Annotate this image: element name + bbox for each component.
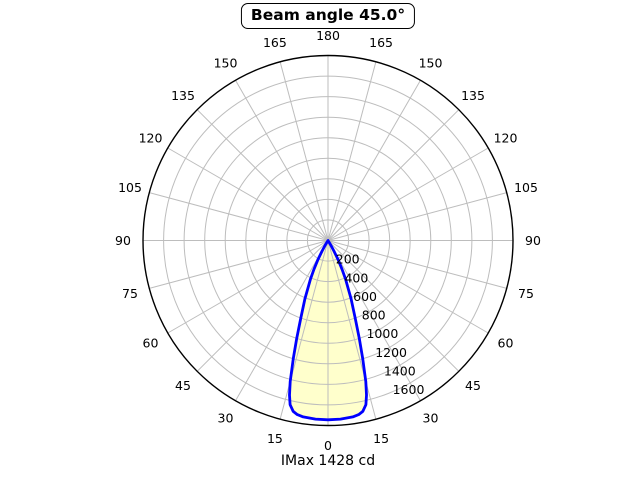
theta-label-30-left: 30 xyxy=(218,411,234,426)
theta-label-75-right: 75 xyxy=(518,286,534,301)
theta-label-15-left: 15 xyxy=(267,431,283,446)
r-label-1000: 1000 xyxy=(366,326,398,341)
theta-label-165-right: 165 xyxy=(369,35,393,50)
r-label-800: 800 xyxy=(362,308,386,323)
theta-label-135-left: 135 xyxy=(171,88,195,103)
r-label-1200: 1200 xyxy=(375,345,407,360)
theta-label-150-left: 150 xyxy=(214,56,238,71)
imax-label: IMax 1428 cd xyxy=(280,453,376,469)
theta-label-105-right: 105 xyxy=(514,180,538,195)
theta-label-15-right: 15 xyxy=(373,431,389,446)
theta-label-180: 180 xyxy=(316,28,340,43)
r-label-200: 200 xyxy=(336,252,360,267)
theta-label-90-left: 90 xyxy=(115,233,131,248)
theta-label-120-right: 120 xyxy=(494,131,518,146)
theta-label-150-right: 150 xyxy=(419,56,443,71)
r-label-1600: 1600 xyxy=(393,382,425,397)
theta-label-105-left: 105 xyxy=(118,180,142,195)
theta-label-75-left: 75 xyxy=(122,286,138,301)
beam-outline xyxy=(288,239,368,422)
theta-tick-labels: 0 15 15 30 30 45 45 60 60 75 75 90 90 105 105 120 120 135… xyxy=(115,28,541,453)
r-label-600: 600 xyxy=(353,289,377,304)
outer-axis-circle xyxy=(142,54,514,427)
theta-label-30-right: 30 xyxy=(423,411,439,426)
theta-label-45-left: 45 xyxy=(175,378,191,393)
theta-label-45-right: 45 xyxy=(465,378,481,393)
r-tick-labels: 200 400 600 800 1000 1200 1400 1600 xyxy=(336,252,425,397)
grid-spokes xyxy=(143,55,513,426)
r-label-400: 400 xyxy=(344,270,368,285)
chart-title: Beam angle 45.0° xyxy=(250,6,406,24)
theta-label-120-left: 120 xyxy=(139,131,163,146)
theta-label-90-right: 90 xyxy=(525,233,541,248)
theta-label-165-left: 165 xyxy=(263,35,287,50)
theta-label-0: 0 xyxy=(324,438,332,453)
theta-label-135-right: 135 xyxy=(461,88,485,103)
theta-label-60-right: 60 xyxy=(498,336,514,351)
grid-rings xyxy=(163,75,493,406)
r-label-1400: 1400 xyxy=(384,363,416,378)
chart-title-box: Beam angle 45.0° xyxy=(240,3,416,29)
theta-label-60-left: 60 xyxy=(143,336,159,351)
